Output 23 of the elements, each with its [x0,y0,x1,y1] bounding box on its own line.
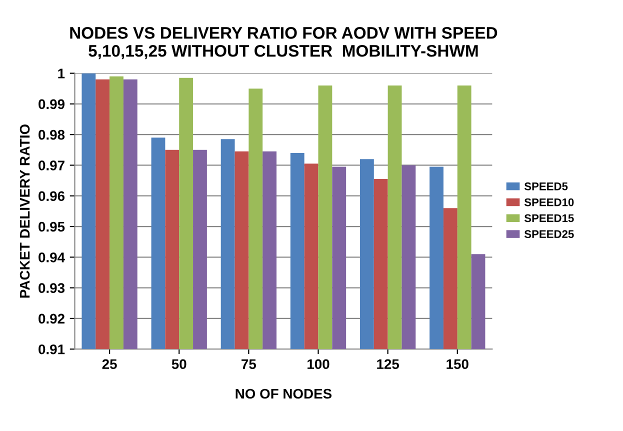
x-tick-label: 50 [172,359,186,370]
y-tick-label: 0.97 [38,160,64,170]
y-tick-label: 0.93 [38,283,65,293]
x-tick-label: 150 [446,359,468,370]
legend-label: SPEED10 [524,198,574,206]
y-tick-label: 0.92 [38,314,64,324]
x-tick-label: 125 [377,359,400,370]
legend-label: SPEED15 [524,214,574,222]
y-tick-label: 0.95 [38,222,65,232]
legend-label: SPEED25 [524,230,574,238]
x-tick-label: 100 [308,359,330,370]
y-tick-label: 0.94 [38,252,65,262]
y-tick-label: 0.96 [38,191,65,202]
y-tick-label: 1 [58,68,65,78]
chart-title: NODES VS DELIVERY RATIO FOR AODV WITH SPEED 5,10,15,25 WITHOUT CLUSTER MOBILITY-SHWM [70,27,498,60]
x-tick-label: 75 [242,359,256,370]
y-tick-label: 0.99 [38,99,65,110]
x-axis-title: NO OF NODES [236,388,332,399]
y-tick-label: 0.91 [38,344,65,354]
legend-label: SPEED5 [524,182,568,190]
y-tick-label: 0.98 [38,130,65,140]
y-axis-title: PACKET DELIVERY RATIO [20,124,30,298]
x-tick-label: 25 [102,359,117,370]
